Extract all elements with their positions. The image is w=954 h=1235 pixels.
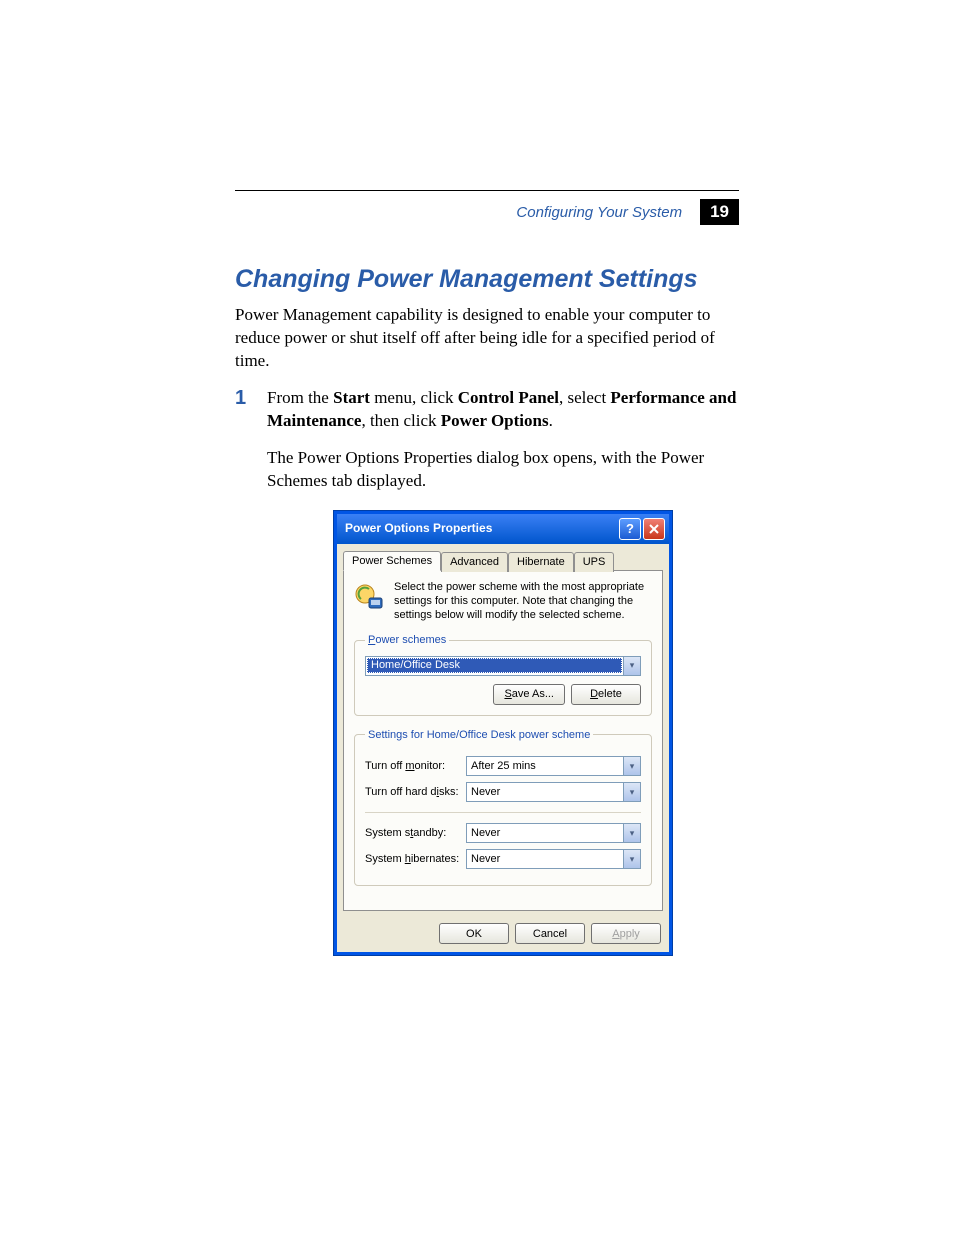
chevron-down-icon: ▾ [623, 657, 640, 675]
standby-label: System standby: [365, 826, 460, 841]
monitor-dropdown[interactable]: After 25 mins ▾ [466, 756, 641, 776]
chevron-down-icon: ▾ [623, 783, 640, 801]
tab-panel: Select the power scheme with the most ap… [343, 570, 663, 911]
scheme-dropdown[interactable]: Home/Office Desk ▾ [365, 656, 641, 676]
power-schemes-legend: PPower schemesower schemes [365, 633, 449, 648]
intro-text: Power Management capability is designed … [235, 304, 739, 373]
tab-power-schemes[interactable]: Power Schemes [343, 551, 441, 572]
dialog-titlebar[interactable]: Power Options Properties ? [337, 514, 669, 544]
page-title: Changing Power Management Settings [235, 265, 739, 294]
save-as-button[interactable]: Save As... [493, 684, 565, 705]
power-options-dialog: Power Options Properties ? Power Schemes… [334, 511, 672, 956]
header-section: Configuring Your System [516, 204, 682, 221]
settings-legend: Settings for Home/Office Desk power sche… [365, 728, 593, 743]
apply-button[interactable]: Apply [591, 923, 661, 944]
panel-description: Select the power scheme with the most ap… [394, 581, 652, 622]
close-icon [649, 524, 659, 534]
power-scheme-icon [354, 581, 386, 613]
tab-advanced[interactable]: Advanced [441, 552, 508, 573]
page-number: 19 [700, 199, 739, 225]
monitor-label: Turn off monitor: [365, 759, 460, 774]
help-button[interactable]: ? [619, 518, 641, 540]
cancel-button[interactable]: Cancel [515, 923, 585, 944]
standby-dropdown[interactable]: Never ▾ [466, 823, 641, 843]
delete-button[interactable]: Delete [571, 684, 641, 705]
tab-ups[interactable]: UPS [574, 552, 615, 573]
step-result: The Power Options Properties dialog box … [267, 447, 739, 493]
ok-button[interactable]: OK [439, 923, 509, 944]
step-number: 1 [235, 387, 249, 956]
chevron-down-icon: ▾ [623, 850, 640, 868]
chevron-down-icon: ▾ [623, 824, 640, 842]
disks-dropdown[interactable]: Never ▾ [466, 782, 641, 802]
tab-strip: Power Schemes Advanced Hibernate UPS [337, 544, 669, 571]
chevron-down-icon: ▾ [623, 757, 640, 775]
tab-hibernate[interactable]: Hibernate [508, 552, 574, 573]
step-instruction: From the Start menu, click Control Panel… [267, 387, 739, 433]
hibernate-label: System hibernates: [365, 852, 460, 867]
scheme-value: Home/Office Desk [367, 658, 622, 673]
disks-label: Turn off hard disks: [365, 785, 460, 800]
close-button[interactable] [643, 518, 665, 540]
dialog-title: Power Options Properties [345, 520, 492, 536]
power-schemes-group: PPower schemesower schemes Home/Office D… [354, 633, 652, 716]
hibernate-dropdown[interactable]: Never ▾ [466, 849, 641, 869]
settings-group: Settings for Home/Office Desk power sche… [354, 728, 652, 887]
